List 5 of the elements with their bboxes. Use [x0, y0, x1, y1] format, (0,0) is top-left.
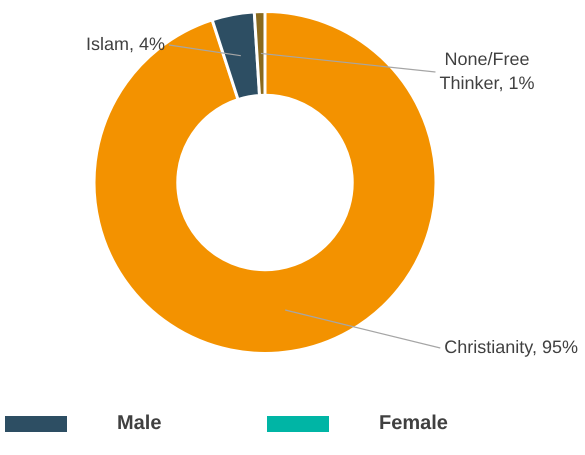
slice-label: Christianity, 95% — [444, 336, 578, 357]
slice-label: None/Free Thinker, 1% — [439, 48, 535, 93]
category-label: Male — [117, 412, 162, 435]
category-label: Female — [379, 412, 448, 435]
slice-label: Islam, 4% — [86, 34, 165, 54]
